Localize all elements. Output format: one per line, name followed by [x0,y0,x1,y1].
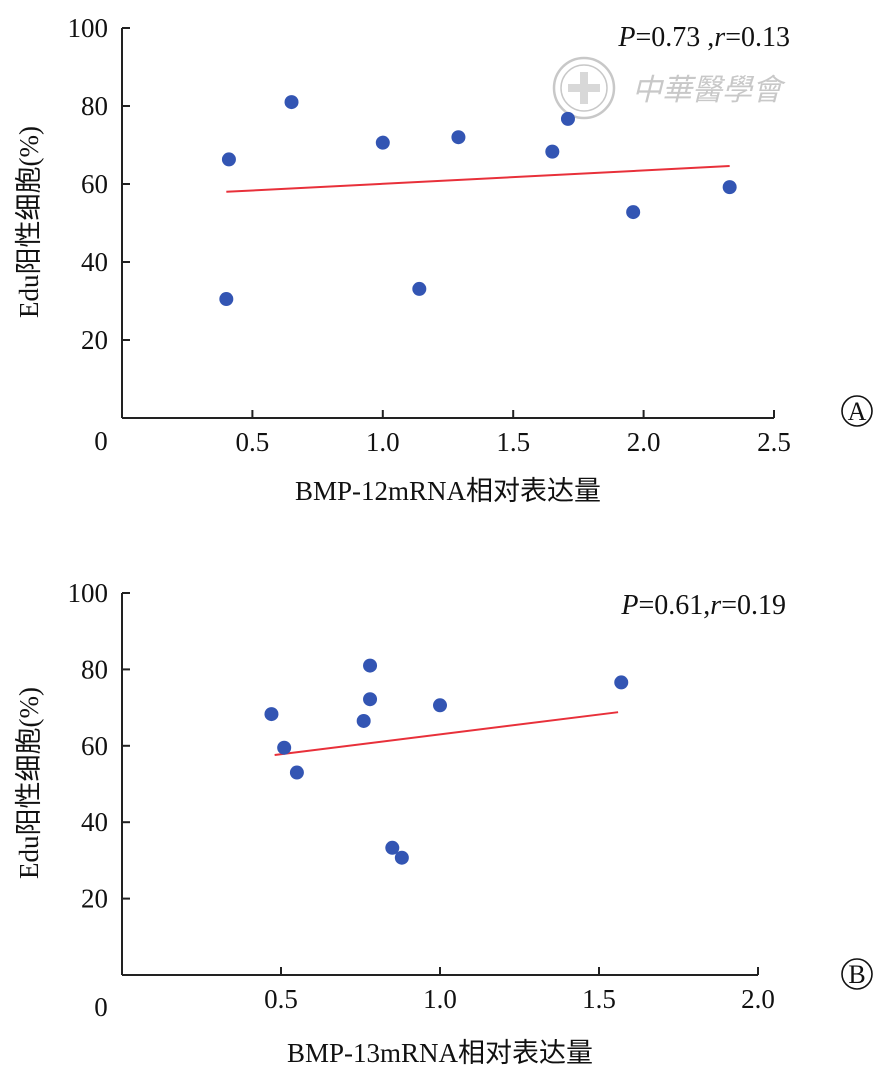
scatter-panel-a: 20 40 60 80 100 0.5 1.0 1.5 2.0 2.5 0 BMP-12mRNA相… [14,13,873,506]
x-tick-label: 0.5 [264,984,298,1014]
x-tick-label: 1.0 [423,984,457,1014]
x-tick-label: 1.0 [366,427,400,457]
data-point [545,144,560,159]
data-point [451,130,466,145]
data-point [412,281,427,296]
x-tick-label: 2.0 [627,427,661,457]
data-point [722,180,737,195]
p-value: =0.61, [639,590,711,621]
y-tick-label: 100 [68,13,109,43]
data-point [614,675,629,690]
plot-area [219,95,737,307]
y-axis-title: Edu阳性细胞(%) [14,126,44,318]
y-tick-label: 20 [81,884,108,914]
x-tick-label: 2.0 [741,984,775,1014]
data-point [277,740,292,755]
panel-tag-b: B [841,958,873,990]
x-tick-label: 1.5 [582,984,616,1014]
data-point [219,292,234,307]
r-label: r [710,590,721,621]
data-point [284,95,299,110]
y-axis-title: Edu阳性细胞(%) [14,687,44,879]
stat-annotation: P=0.73 ,r=0.13 [617,22,790,53]
p-label: P [620,590,638,621]
data-point [394,850,409,865]
axis-ticks: 20 40 60 80 100 0.5 1.0 1.5 2.0 [68,578,775,1014]
data-point [356,713,371,728]
y-tick-label: 40 [81,807,108,837]
data-point [289,765,304,780]
y-tick-label: 80 [81,91,108,121]
r-value: =0.19 [721,590,786,621]
data-point [363,658,378,673]
y-tick-label: 60 [81,731,108,761]
watermark: 中華醫學會 [552,56,786,120]
x-axis-title: BMP-13mRNA相对表达量 [287,1038,593,1068]
data-point [375,135,390,150]
x-axis-title: BMP-12mRNA相对表达量 [295,476,601,506]
data-point [363,692,378,707]
x-tick-label: 2.5 [757,427,791,457]
y-tick-label: 20 [81,325,108,355]
r-value: =0.13 [725,22,790,53]
x-tick-label: 0.5 [236,427,270,457]
data-point [385,840,400,855]
scatter-panel-b: 20 40 60 80 100 0.5 1.0 1.5 2.0 0 BMP-13mRNA相对表达… [14,578,873,1068]
data-point [264,707,279,722]
r-label: r [714,22,725,53]
y-tick-label: 100 [68,578,109,608]
data-point [221,152,236,167]
regression-line [274,711,619,756]
axis-ticks: 20 40 60 80 100 0.5 1.0 1.5 2.0 2.5 [68,13,791,457]
panel-tag-label: B [848,960,865,989]
data-point [560,111,575,126]
plot-area [264,658,629,865]
x-tick-label: 1.5 [496,427,530,457]
regression-line [226,165,730,193]
panel-tag-label: A [848,397,867,426]
y-tick-label: 60 [81,169,108,199]
medical-seal-icon [552,56,616,120]
data-point [433,698,447,713]
watermark-text: 中華醫學會 [632,73,786,108]
data-point [626,205,641,220]
p-value: =0.73 , [636,22,715,53]
y-tick-label: 40 [81,247,108,277]
stat-annotation: P=0.61,r=0.19 [620,590,786,621]
p-label: P [617,22,635,53]
origin-label: 0 [94,992,108,1022]
origin-label: 0 [94,426,108,456]
panel-tag-a: A [841,395,873,427]
y-tick-label: 80 [81,654,108,684]
